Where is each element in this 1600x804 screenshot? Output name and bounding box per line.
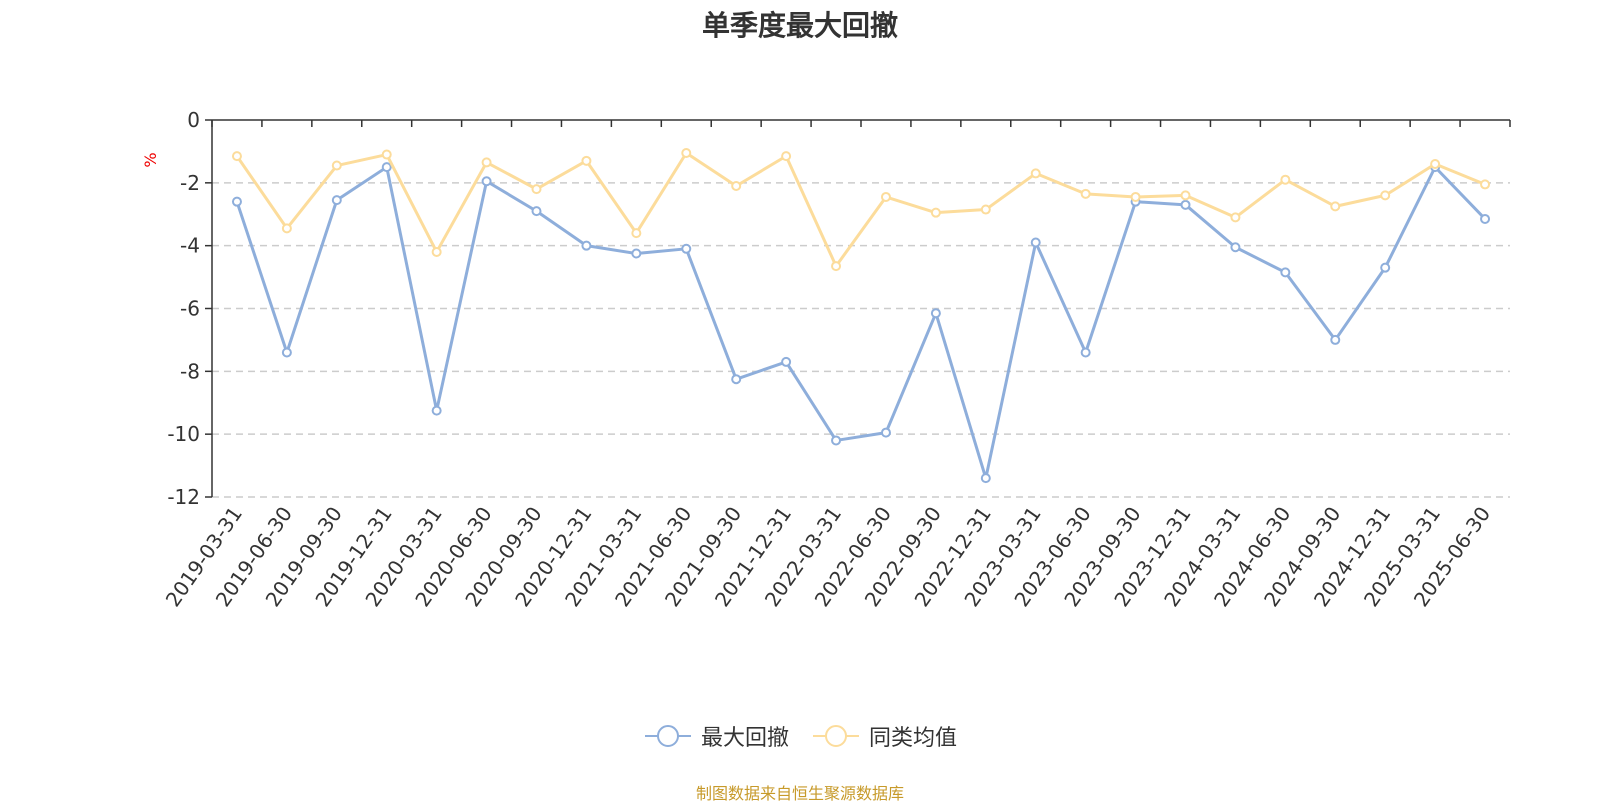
- data-point-1-0: [231, 151, 242, 162]
- data-point-0-1: [281, 347, 292, 358]
- legend-label: 最大回撤: [700, 726, 789, 751]
- y-tick-label: -4: [180, 234, 200, 258]
- data-point-0-25: [1480, 213, 1491, 224]
- data-point-1-3: [381, 149, 392, 160]
- data-point-0-19: [1180, 199, 1191, 210]
- data-point-0-15: [980, 473, 991, 484]
- data-point-1-19: [1180, 190, 1191, 201]
- data-point-1-12: [831, 261, 842, 272]
- y-tick-label: -2: [180, 171, 200, 195]
- data-point-1-13: [880, 191, 891, 202]
- data-point-1-2: [331, 160, 342, 171]
- y-tick-label: -12: [167, 485, 200, 509]
- source-note: 制图数据来自恒生聚源数据库: [695, 784, 904, 803]
- data-point-1-21: [1280, 174, 1291, 185]
- series-line-0: [235, 165, 1487, 480]
- data-point-0-16: [1030, 237, 1041, 248]
- data-point-1-22: [1330, 201, 1341, 212]
- data-point-0-9: [681, 243, 692, 254]
- legend-line-circle-icon: [813, 725, 859, 747]
- data-point-1-1: [281, 223, 292, 234]
- y-tick-label: -10: [167, 422, 200, 446]
- data-point-0-20: [1230, 242, 1241, 253]
- series-line-1: [235, 151, 1486, 268]
- data-point-1-5: [481, 157, 492, 168]
- legend-line-circle-icon: [644, 725, 691, 747]
- data-point-0-22: [1330, 334, 1341, 345]
- data-point-1-8: [631, 228, 642, 239]
- axes: [205, 119, 1511, 498]
- data-point-0-21: [1280, 267, 1291, 278]
- data-point-1-4: [431, 246, 442, 257]
- data-point-1-7: [581, 155, 592, 166]
- data-point-1-25: [1480, 179, 1491, 190]
- data-point-0-2: [331, 195, 342, 206]
- y-tick-label: -6: [180, 297, 200, 321]
- data-point-0-4: [431, 405, 442, 416]
- data-point-1-18: [1130, 191, 1141, 202]
- data-point-1-14: [930, 207, 941, 218]
- data-point-1-6: [531, 184, 542, 195]
- data-point-1-24: [1430, 158, 1441, 169]
- legend-item-1[interactable]: 同类均值: [811, 720, 957, 752]
- data-point-1-15: [980, 204, 991, 215]
- data-point-0-8: [631, 248, 642, 259]
- data-point-0-10: [731, 374, 742, 385]
- data-point-0-11: [781, 356, 792, 367]
- data-point-0-3: [381, 162, 392, 173]
- data-point-1-17: [1080, 188, 1091, 199]
- data-point-0-17: [1080, 347, 1091, 358]
- data-point-0-0: [231, 196, 242, 207]
- series-lines: [231, 147, 1491, 484]
- data-point-1-16: [1030, 168, 1041, 179]
- data-point-1-20: [1230, 212, 1241, 223]
- legend-label: 同类均值: [869, 726, 958, 751]
- data-point-0-5: [481, 176, 492, 187]
- chart-title: 单季度最大回撤: [701, 9, 898, 42]
- legend: 最大回撤 同类均值: [0, 720, 1600, 752]
- data-point-1-23: [1380, 190, 1391, 201]
- data-point-0-14: [930, 308, 941, 319]
- legend-item-0[interactable]: 最大回撤: [643, 720, 789, 752]
- data-point-0-7: [581, 240, 592, 251]
- y-tick-label: -8: [180, 359, 200, 383]
- data-point-0-23: [1380, 262, 1391, 273]
- data-point-0-6: [531, 206, 542, 217]
- y-tick-label: 0: [187, 108, 200, 132]
- data-point-1-10: [731, 180, 742, 191]
- y-axis-unit-label: %: [141, 152, 160, 167]
- data-point-0-12: [831, 435, 842, 446]
- data-point-0-13: [880, 427, 891, 438]
- data-point-1-11: [781, 151, 792, 162]
- data-point-1-9: [681, 147, 692, 158]
